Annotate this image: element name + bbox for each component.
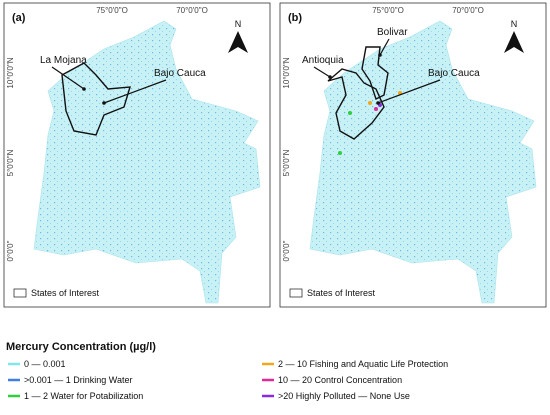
- state-box-label: States of Interest: [307, 288, 376, 298]
- annotation-label: La Mojana: [40, 55, 87, 66]
- lat-label: 10°0'0"N: [282, 57, 291, 88]
- state-box-swatch: [13, 288, 27, 298]
- map-panel: (a) 75°0'0"O 70°0'0"O 10°0'0"N 5°0'0"N 0°0'0"…: [3, 2, 271, 308]
- annotation-arrow: [379, 38, 390, 56]
- lat-label: 0°0'0": [282, 240, 291, 261]
- state-outline: [327, 68, 385, 140]
- lon-label: 75°0'0"O: [96, 6, 128, 15]
- pollution-spot: [348, 111, 352, 115]
- legend-label: 2 — 10 Fishing and Aquatic Life Protecti…: [278, 359, 448, 369]
- annotation-arrow: [377, 79, 441, 104]
- pollution-spot: [338, 151, 342, 155]
- annotation-label: Bolivar: [377, 27, 408, 38]
- annotation-label: Bajo Cauca: [154, 68, 206, 79]
- lon-label: 75°0'0"O: [372, 6, 404, 15]
- annotation-arrow: [313, 66, 331, 78]
- state-outline: [61, 62, 131, 136]
- north-label: N: [511, 19, 518, 29]
- arrow-head: [378, 53, 382, 57]
- lon-label: 70°0'0"O: [452, 6, 484, 15]
- lat-label: 5°0'0"N: [282, 149, 291, 176]
- arrow-head: [328, 75, 332, 79]
- legend-label: >20 Highly Polluted — None Use: [278, 391, 410, 401]
- north-arrow: [504, 31, 524, 53]
- panel-label: (b): [288, 12, 302, 24]
- legend-label: 1 — 2 Water for Potabilization: [24, 391, 143, 401]
- map-panel: (b) 75°0'0"O 70°0'0"O 10°0'0"N 5°0'0"N 0°0'0"…: [279, 2, 547, 308]
- legend-label: >0.001 — 1 Drinking Water: [24, 375, 132, 385]
- lat-label: 0°0'0": [6, 240, 15, 261]
- lon-label: 70°0'0"O: [176, 6, 208, 15]
- north-label: N: [235, 19, 242, 29]
- north-arrow: [228, 31, 248, 53]
- pollution-spot: [374, 107, 378, 111]
- annotation-arrow: [103, 79, 167, 104]
- lat-label: 5°0'0"N: [6, 149, 15, 176]
- lat-label: 10°0'0"N: [6, 57, 15, 88]
- state-box-label: States of Interest: [31, 288, 100, 298]
- panel-label: (a): [12, 12, 26, 24]
- state-box-swatch: [289, 288, 303, 298]
- state-outline: [361, 46, 389, 100]
- arrow-head: [102, 101, 106, 105]
- annotation-label: Antioquia: [302, 55, 344, 66]
- annotation-label: Bajo Cauca: [428, 68, 480, 79]
- legend-label: 0 — 0.001: [24, 359, 66, 369]
- legend-label: 10 — 20 Control Concentration: [278, 375, 402, 385]
- legend-title: Mercury Concentration (µg/l): [6, 341, 156, 353]
- pollution-spot: [368, 101, 372, 105]
- arrow-head: [376, 101, 380, 105]
- arrow-head: [82, 87, 86, 91]
- annotation-arrow: [51, 66, 85, 90]
